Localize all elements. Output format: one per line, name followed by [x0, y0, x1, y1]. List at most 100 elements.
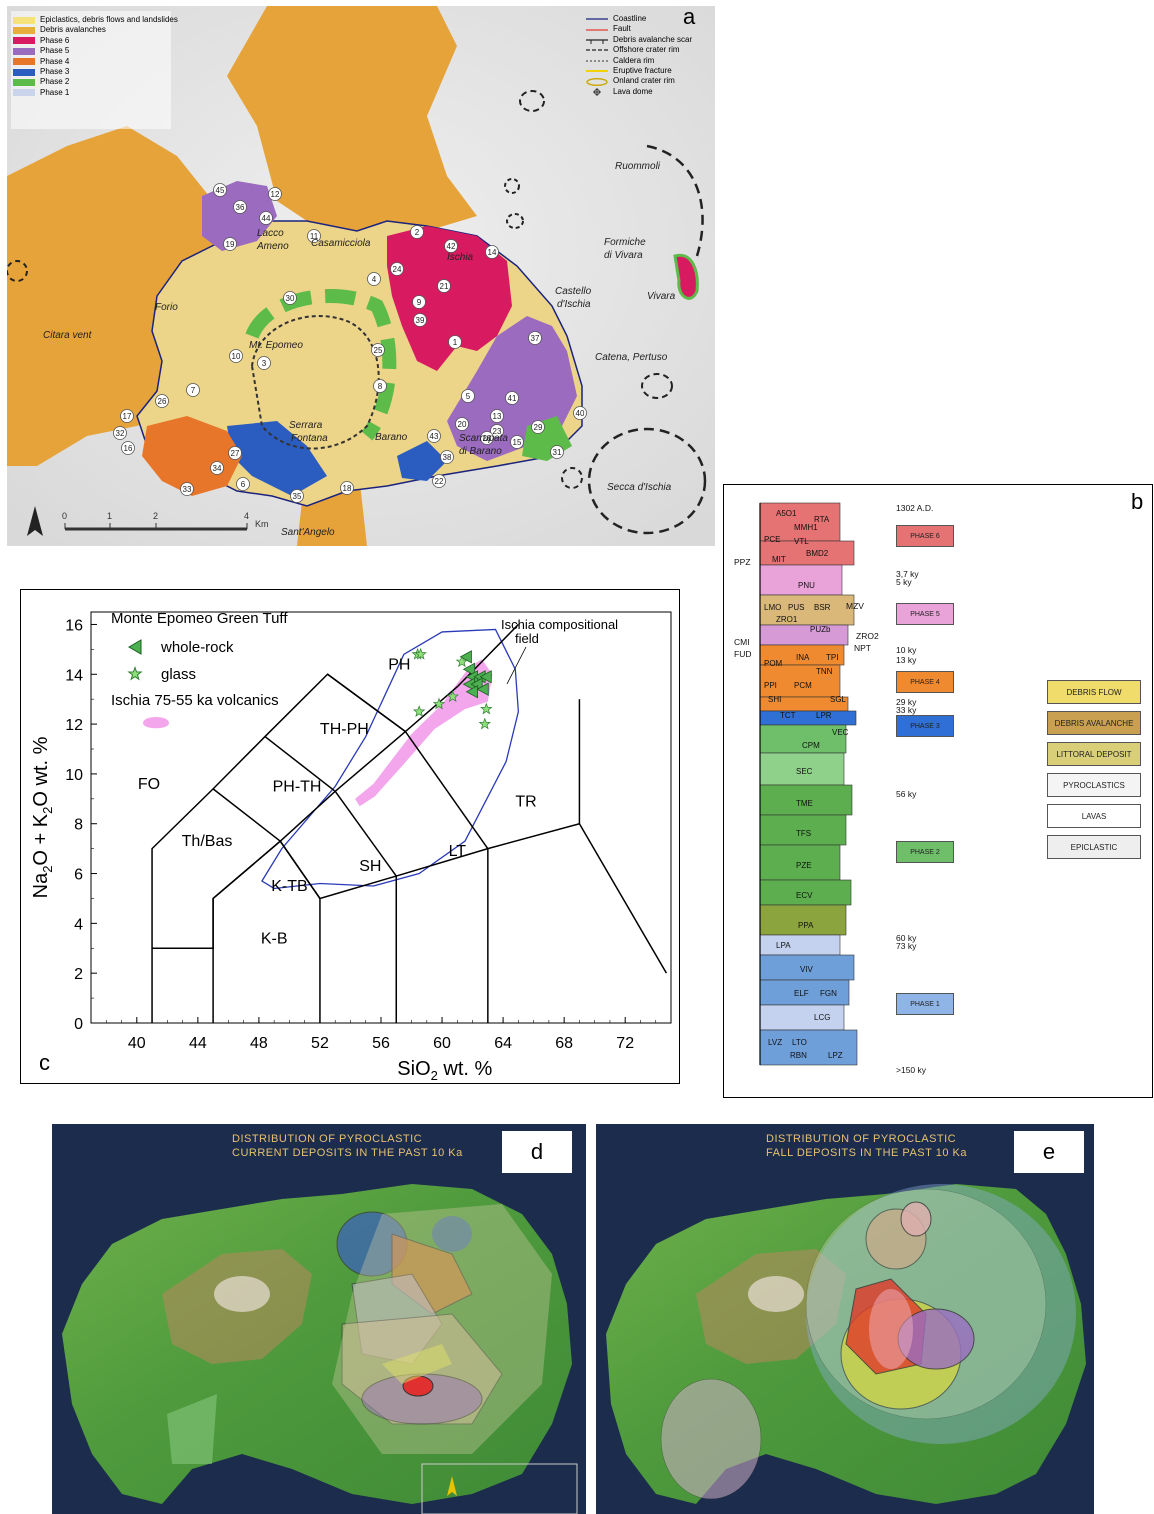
column-side-label: FUD	[734, 649, 752, 659]
vent-number: 27	[231, 449, 240, 458]
vent-number: 41	[508, 394, 517, 403]
legend-unit-swatch	[13, 89, 35, 97]
panel-e-title-line-1: DISTRIBUTION OF PYROCLASTIC	[766, 1133, 957, 1145]
glass-point	[480, 702, 493, 715]
legend-symbol-label: Caldera rim	[613, 55, 655, 65]
legend-glass: glass	[161, 666, 196, 683]
vent-marker: 28	[480, 431, 494, 445]
legend-unit-row: Debris avalanches	[13, 25, 183, 35]
ischia-compositional-field	[261, 628, 520, 890]
tas-field-label: TR	[515, 793, 536, 810]
north-arrow-icon	[27, 506, 43, 536]
vent-marker: 45	[213, 183, 227, 197]
vent-number: 40	[576, 409, 585, 418]
vent-marker: 32	[113, 426, 127, 440]
place-name-label: Castello	[555, 286, 592, 297]
vent-marker: 31	[550, 445, 564, 459]
column-unit-label: LCG	[814, 1013, 831, 1022]
age-label: >150 ky	[896, 1065, 927, 1075]
column-layer	[759, 710, 857, 726]
column-unit-label: LPA	[776, 941, 791, 950]
whole-rock-point	[479, 670, 492, 684]
vent-number: 29	[534, 423, 543, 432]
x-tick-label: 48	[250, 1035, 268, 1052]
scale-unit: Km	[255, 519, 269, 529]
legend-unit-swatch	[13, 16, 35, 24]
column-unit-label: BSR	[814, 603, 831, 612]
legend-unit-label: Phase 4	[40, 56, 70, 66]
vent-number: 21	[440, 282, 449, 291]
legend-unit-label: Debris avalanches	[40, 25, 106, 35]
age-label: 3,7 ky	[896, 569, 919, 579]
legend-triangle-icon	[128, 639, 142, 655]
lithology-box: LITTORAL DEPOSIT	[1047, 742, 1141, 766]
panel-d-svg	[62, 1184, 578, 1514]
tas-boundary	[327, 623, 519, 733]
legend-symbol-row: Eruptive fracture	[585, 66, 715, 76]
column-side-label: MZV	[846, 601, 864, 611]
glass-point	[412, 705, 426, 717]
column-unit-label: VIV	[800, 965, 813, 974]
y-tick-label: 4	[74, 916, 83, 933]
vent-marker: 35	[290, 489, 304, 503]
vent-number: 26	[158, 397, 167, 406]
offshore-crater-ruommoli	[646, 144, 704, 257]
place-name-label: Formiche	[604, 237, 646, 248]
place-name-label: Forio	[155, 302, 178, 313]
panel-a-geological-map: 45 36 12 44 19 11 2 42 14 24 21 4 30 9 1 39 25 37 3 10 8 7 5 26…	[7, 6, 715, 546]
x-axis-label: SiO2 wt. %	[397, 1058, 492, 1083]
place-name-label: Lacco	[257, 228, 284, 239]
age-label: 1302 A.D.	[896, 503, 934, 513]
column-side-label: NPT	[854, 643, 871, 653]
place-name-label: Ischia	[447, 252, 474, 263]
phase-box: PHASE 3	[896, 715, 954, 737]
panel-letter-d: d	[502, 1131, 572, 1173]
legend-symbol-label: Fault	[613, 24, 631, 34]
y-tick-label: 16	[65, 617, 83, 634]
place-name-label: Barano	[375, 432, 408, 443]
column-unit-label: FGN	[820, 989, 837, 998]
column-unit-label: PUZb	[810, 625, 831, 634]
map-legend-units: Epiclastics, debris flows and landslides…	[13, 15, 183, 98]
legend-unit-label: Epiclastics, debris flows and landslides	[40, 15, 178, 24]
column-unit-label: LMO	[764, 603, 782, 612]
tas-field-label: SH	[359, 858, 381, 875]
place-name-label: di Barano	[459, 446, 502, 457]
tas-field-label: PH-TH	[273, 778, 322, 795]
vent-number: 9	[417, 298, 422, 307]
column-layer	[759, 1004, 845, 1031]
age-label: 33 ky	[896, 705, 917, 715]
phase-box: PHASE 1	[896, 993, 954, 1015]
place-name-label: Citara vent	[43, 330, 92, 341]
vent-number: 36	[236, 203, 245, 212]
column-unit-label: TCT	[780, 711, 796, 720]
age-label: 60 ky	[896, 933, 917, 943]
legend-volcanics: Ischia 75-55 ka volcanics	[111, 692, 279, 709]
legend-symbol-label: Eruptive fracture	[613, 65, 672, 75]
column-layer	[759, 540, 855, 566]
phase6-zone	[387, 226, 512, 371]
column-layer	[759, 979, 850, 1006]
vent-number: 35	[293, 492, 302, 501]
vent-number: 8	[378, 382, 383, 391]
whole-rock-point	[465, 685, 478, 699]
panel-e-title-line-2: FALL DEPOSITS IN THE PAST 10 Ka	[766, 1147, 967, 1159]
legend-symbol-row: Offshore crater rim	[585, 45, 715, 55]
field-leader-line	[506, 646, 527, 685]
column-unit-label: SHI	[768, 695, 782, 704]
tas-boundary	[264, 735, 336, 792]
vent-marker: 43	[427, 429, 441, 443]
vent-marker: 13	[490, 409, 504, 423]
column-unit-label: TNN	[816, 667, 833, 676]
column-unit-label: RTA	[814, 515, 830, 524]
age-label: 56 ky	[896, 789, 917, 799]
vent-marker: 30	[283, 291, 297, 305]
panel-d-pyroclastic-current-map: DISTRIBUTION OF PYROCLASTIC CURRENT DEPO…	[52, 1124, 586, 1514]
place-name-label: Mt. Epomeo	[249, 340, 303, 351]
legend-unit-swatch	[13, 58, 35, 66]
glass-point	[446, 690, 459, 702]
vent-marker: 15	[510, 435, 524, 449]
legend-symbol-label: Debris avalanche scar	[613, 34, 693, 44]
vent-number: 45	[216, 186, 225, 195]
